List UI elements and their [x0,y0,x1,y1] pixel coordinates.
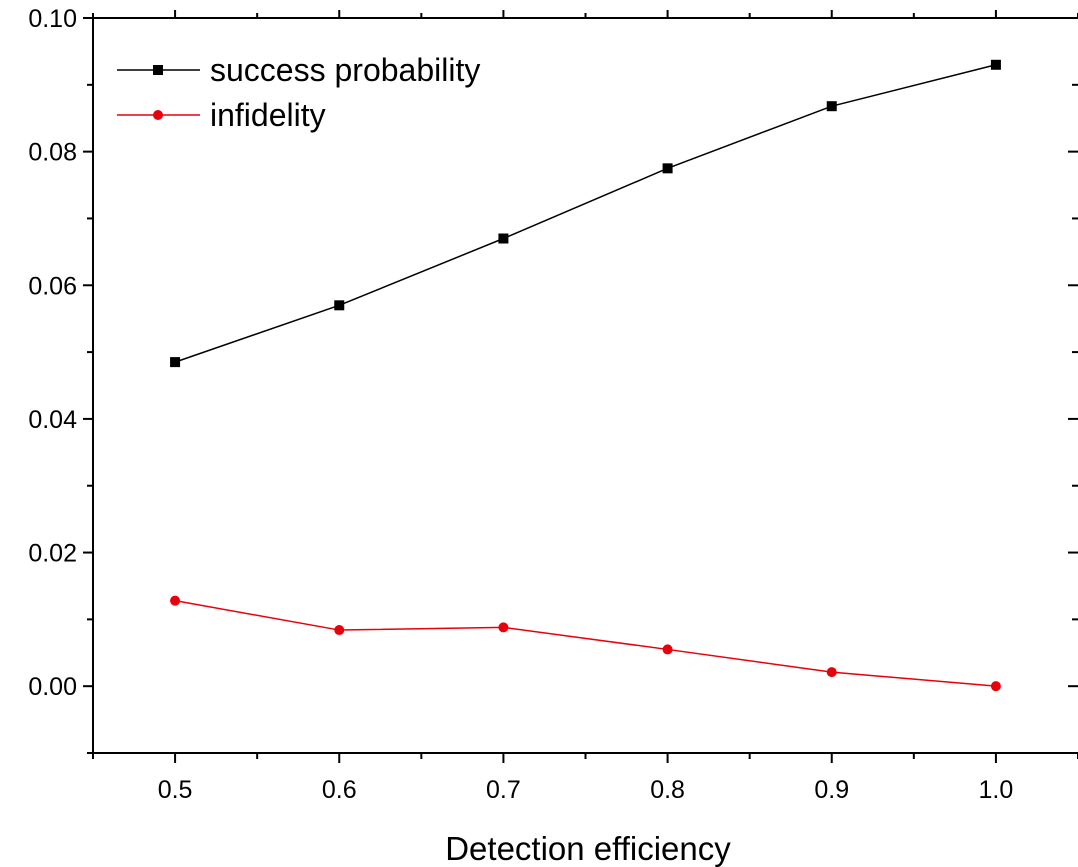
data-point [990,59,1001,70]
y-tick-label: 0.00 [28,673,77,701]
legend-label: infidelity [210,97,326,133]
y-axis: 0.00 0.02 0.04 0.06 0.08 0.10 [28,5,1078,754]
legend: success probability infidelity [117,52,480,133]
x-axis: 0.5 0.6 0.7 0.8 0.9 1.0 [92,10,1078,804]
data-point [826,101,837,112]
y-tick-label: 0.08 [28,139,77,167]
x-axis-title: Detection efficiency [445,830,731,867]
x-tick-label: 0.6 [322,776,357,804]
y-tick-label: 0.06 [28,272,77,300]
x-tick-label: 0.5 [158,776,193,804]
legend-marker [153,65,163,75]
data-point [826,667,837,678]
y-tick-label: 0.10 [28,5,77,33]
data-point [498,622,509,633]
x-tick-label: 0.8 [650,776,685,804]
data-point [334,625,345,636]
data-point [170,357,181,368]
legend-marker [153,110,163,120]
y-tick-label: 0.04 [28,406,77,434]
data-point [498,233,509,244]
data-point [662,644,673,655]
x-tick-label: 1.0 [979,776,1014,804]
y-tick-label: 0.02 [28,540,77,568]
data-point [170,595,181,606]
series-line-1 [174,64,997,363]
x-tick-label: 0.7 [486,776,521,804]
series-layer [170,59,1001,692]
data-point [334,300,345,311]
x-tick-label: 0.9 [814,776,849,804]
legend-label: success probability [210,52,480,88]
data-point [662,163,673,174]
series-line-2 [174,599,996,687]
data-point [990,681,1001,692]
